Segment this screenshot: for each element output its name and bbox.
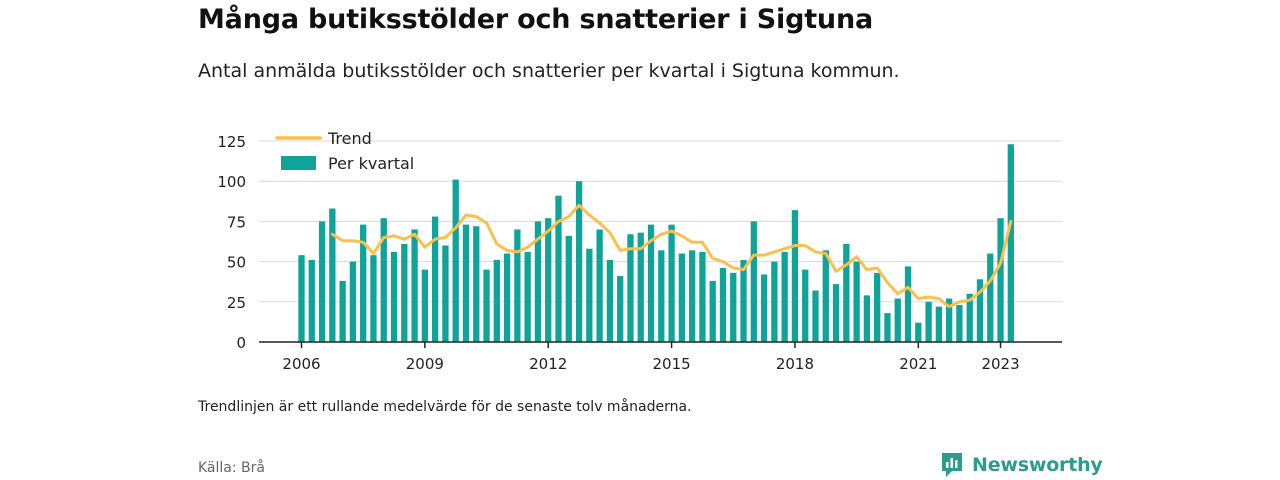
bar [760,274,768,342]
bar [719,268,727,342]
bar [637,232,644,342]
trend-line [330,203,1013,309]
y-tick-label: 75 [227,213,246,231]
bar [534,221,542,342]
bar [647,224,655,342]
bar [740,259,747,342]
y-tick-label: 125 [217,133,246,151]
bar [730,272,737,342]
bar [339,280,346,342]
y-axis: 0 25 50 75 100 125 [217,133,246,352]
bar [462,224,470,342]
bar [545,218,552,342]
bar [843,243,850,342]
bar [473,226,480,342]
bar [915,322,922,342]
source-label: Källa: Brå [198,460,265,476]
bar [832,284,840,342]
bar [627,234,634,342]
y-tick-label: 50 [227,254,246,272]
bar [987,253,994,342]
footnote: Trendlinjen är ett rullande medelvärde f… [198,399,692,415]
bar [452,179,459,342]
legend: Trend Per kvartal [275,129,414,173]
bar [802,269,809,342]
y-tick-label: 25 [227,294,246,312]
bar [709,280,716,342]
bar [483,269,490,342]
bar [390,251,398,342]
y-tick-label: 100 [217,173,246,191]
bar [596,229,603,342]
newsworthy-chart-icon [942,453,962,477]
bar [945,298,953,342]
bar [884,313,891,342]
bar [771,261,778,342]
bar [956,305,963,342]
x-tick-label: 2021 [899,355,937,373]
x-tick-label: 2006 [282,355,320,373]
bar [904,266,912,342]
bar [442,245,449,342]
bar [514,229,521,342]
bar [360,224,367,342]
x-tick-label: 2023 [981,355,1019,373]
bar [853,261,860,342]
bar [555,195,562,342]
bar [688,250,696,342]
y-tick-label: 0 [236,334,246,352]
bar [298,255,305,342]
bar [308,259,315,342]
bar [812,290,819,342]
chart-title: Många butiksstölder och snatterier i Sig… [198,4,873,35]
bar [781,251,788,342]
bar [658,250,665,342]
bar [699,251,706,342]
bar [894,298,901,342]
bar [370,255,377,342]
bar [565,235,572,342]
bar [380,218,387,342]
x-tick-label: 2012 [529,355,567,373]
bar [925,301,932,342]
x-tick-label: 2015 [652,355,690,373]
bar [411,229,418,342]
legend-trend-label: Trend [327,129,372,148]
bar [318,221,326,342]
bar [329,208,336,342]
chart-subtitle: Antal anmälda butiksstölder och snatteri… [198,60,900,82]
bar [822,250,829,342]
bar [976,279,984,342]
legend-bar-swatch [281,156,316,170]
bar [678,253,686,342]
bar [1007,144,1014,342]
bar [863,295,871,342]
bar [586,248,593,342]
bar [493,259,500,342]
bar [791,210,799,342]
bar [617,276,624,342]
bars [298,144,1014,342]
x-axis: 2006 2009 2012 2015 2018 2021 2023 [282,342,1020,373]
bar [503,253,511,342]
bar [524,251,531,342]
x-tick-label: 2009 [406,355,444,373]
bar [874,272,881,342]
bar [401,243,408,342]
x-tick-label: 2018 [776,355,814,373]
bar [349,261,357,342]
bar [750,221,757,342]
bar [668,224,675,342]
bar [606,259,614,342]
bar [575,181,583,342]
legend-bar-label: Per kvartal [328,154,414,173]
bar [997,218,1004,342]
bar [421,269,429,342]
bar [966,293,973,342]
brand-name: Newsworthy [972,454,1103,476]
bar [935,306,943,342]
brand-logo: Newsworthy [940,451,1103,479]
bar [431,216,439,342]
